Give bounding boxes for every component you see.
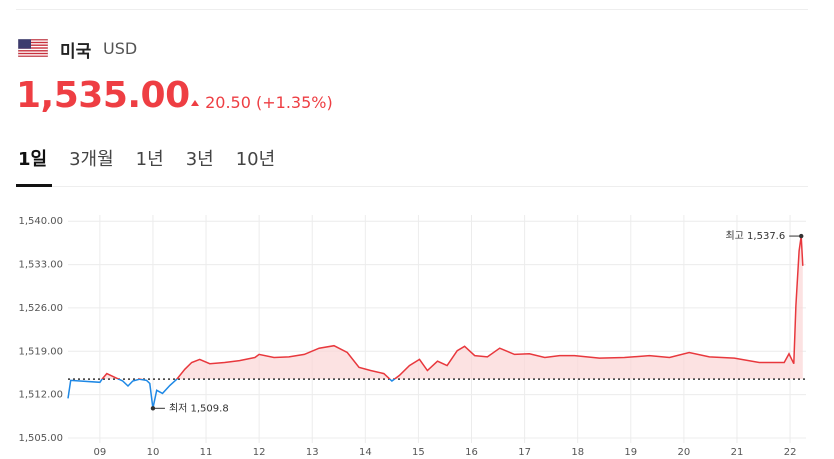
y-tick-label: 1,526.00 — [18, 303, 63, 314]
price: 1,535.00 — [16, 75, 190, 116]
tab[interactable]: 3년 — [185, 149, 214, 170]
x-tick-label: 15 — [412, 447, 425, 458]
y-tick-label: 1,512.00 — [18, 390, 63, 401]
x-tick-label: 10 — [147, 447, 160, 458]
annotation-label: 최저 1,509.8 — [169, 402, 229, 414]
x-tick-label: 12 — [253, 447, 266, 458]
x-tick-label: 14 — [359, 447, 372, 458]
up-arrow — [191, 100, 199, 106]
annotation-dot — [150, 406, 156, 411]
x-tick-label: 17 — [518, 447, 531, 458]
x-tick-label: 22 — [784, 447, 797, 458]
price-line — [67, 235, 804, 409]
change-value: 20.50 — [205, 93, 251, 112]
area — [102, 236, 803, 380]
tab[interactable]: 1일 — [18, 149, 48, 170]
y-tick-label: 1,505.00 — [18, 433, 63, 444]
change-percent: (+1.35%) — [256, 93, 333, 112]
chart: 1,505.00 1,512.00 1,519.00 1,526.00 1,533.00… — [18, 215, 806, 458]
change: 20.50 (+1.35%) — [190, 93, 333, 112]
x-tick-label: 16 — [465, 447, 478, 458]
tabs: 1일 3개월 1년 3년 10년 — [18, 145, 297, 171]
y-tick-label: 1,519.00 — [18, 346, 63, 357]
x-tick-label: 20 — [678, 447, 691, 458]
tab[interactable]: 3개월 — [69, 149, 114, 170]
tab-indicator — [16, 184, 52, 187]
x-tick-label: 09 — [93, 447, 106, 458]
x-tick-label: 11 — [200, 447, 213, 458]
divider — [16, 9, 808, 10]
annotation-label: 최고 1,537.6 — [725, 230, 785, 242]
divider — [16, 186, 808, 187]
x-tick-label: 13 — [306, 447, 319, 458]
y-tick-label: 1,533.00 — [18, 260, 63, 271]
tab[interactable]: 10년 — [235, 149, 276, 170]
currency: USD — [103, 39, 138, 58]
annotation-dot — [799, 233, 804, 239]
flag — [18, 39, 48, 57]
x-tick-label: 19 — [624, 447, 637, 458]
x-tick-label: 21 — [731, 447, 744, 458]
y-tick-label: 1,540.00 — [18, 216, 63, 227]
x-tick-label: 18 — [571, 447, 584, 458]
tab[interactable]: 1년 — [135, 149, 164, 170]
country: 미국 — [60, 42, 92, 62]
